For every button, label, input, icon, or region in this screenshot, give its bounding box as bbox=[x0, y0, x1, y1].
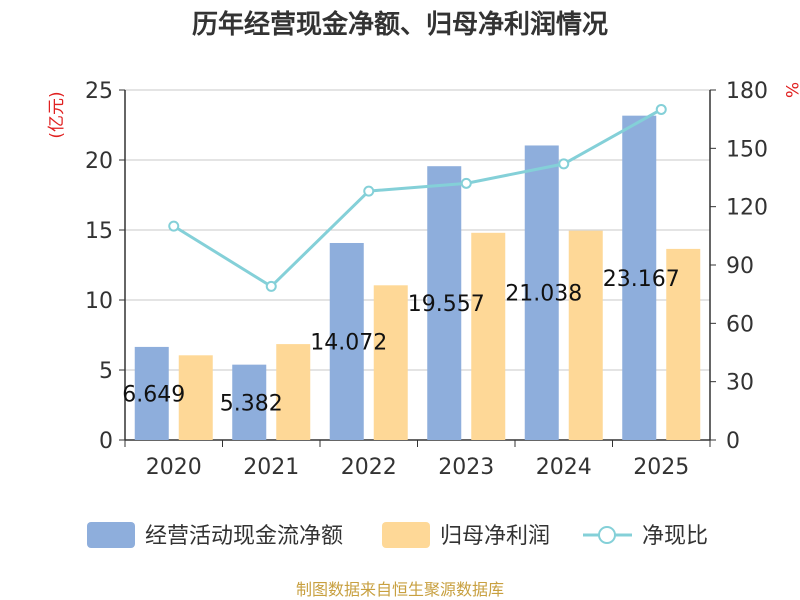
x-tick-label: 2021 bbox=[243, 455, 299, 480]
net-profit-bar bbox=[471, 232, 506, 440]
y-left-tick-label: 10 bbox=[85, 289, 113, 314]
cash-flow-bar bbox=[134, 346, 169, 440]
y-left-tick-label: 25 bbox=[85, 79, 113, 104]
cash-flow-data-label: 14.072 bbox=[310, 330, 387, 355]
x-tick-label: 2024 bbox=[536, 455, 592, 480]
legend-swatch-net-profit bbox=[382, 522, 430, 548]
legend-marker-cash-ratio bbox=[598, 526, 616, 544]
cash-flow-data-label: 21.038 bbox=[505, 282, 582, 307]
x-tick-label: 2022 bbox=[341, 455, 397, 480]
cash-flow-data-label: 19.557 bbox=[408, 292, 485, 317]
cash-ratio-point bbox=[558, 158, 570, 170]
net-profit-bar bbox=[373, 285, 408, 440]
x-tick-label: 2025 bbox=[633, 455, 689, 480]
y-right-tick-label: 150 bbox=[726, 137, 768, 162]
cash-ratio-point bbox=[265, 280, 277, 292]
cash-flow-bar bbox=[232, 364, 267, 440]
net-profit-bar bbox=[276, 344, 311, 440]
cash-ratio-line bbox=[172, 108, 662, 289]
y-right-tick-label: 60 bbox=[726, 312, 754, 337]
y-left-tick-label: 0 bbox=[99, 429, 113, 454]
y-right-tick-label: 120 bbox=[726, 196, 768, 221]
cash-ratio-point bbox=[168, 220, 180, 232]
legend-label-net-profit: 归母净利润 bbox=[440, 524, 550, 549]
y-left-tick-label: 5 bbox=[99, 359, 113, 384]
cash-ratio-point bbox=[655, 103, 667, 115]
y-right-tick-label: 0 bbox=[726, 429, 740, 454]
y-right-tick-label: 180 bbox=[726, 79, 768, 104]
cash-flow-data-label: 5.382 bbox=[220, 391, 283, 416]
cash-flow-data-label: 23.167 bbox=[603, 267, 680, 292]
net-profit-bar bbox=[178, 355, 213, 440]
y-left-axis-label: (亿元) bbox=[47, 91, 67, 138]
cash-flow-bar bbox=[524, 145, 559, 440]
chart-title: 历年经营现金净额、归母净利润情况 bbox=[191, 10, 608, 40]
cash-flow-bar bbox=[329, 242, 364, 440]
y-right-tick-label: 30 bbox=[726, 371, 754, 396]
cash-ratio-point bbox=[460, 177, 472, 189]
data-source-note: 制图数据来自恒生聚源数据库 bbox=[295, 580, 504, 599]
legend-swatch-cash-flow bbox=[87, 522, 135, 548]
y-left-tick-label: 15 bbox=[85, 219, 113, 244]
cash-flow-data-label: 6.649 bbox=[122, 382, 185, 407]
y-right-tick-label: 90 bbox=[726, 254, 754, 279]
cash-ratio-point bbox=[363, 185, 375, 197]
y-right-axis-label: % bbox=[781, 82, 800, 98]
x-tick-label: 2023 bbox=[438, 455, 494, 480]
legend-label-cash-flow: 经营活动现金流净额 bbox=[145, 524, 343, 549]
net-profit-bar bbox=[666, 248, 701, 440]
cash-flow-bar bbox=[622, 115, 657, 441]
x-tick-label: 2020 bbox=[146, 455, 202, 480]
cash-flow-bar bbox=[427, 166, 462, 440]
legend-label-cash-ratio: 净现比 bbox=[642, 524, 708, 549]
y-left-tick-label: 20 bbox=[85, 149, 113, 174]
net-profit-bar bbox=[568, 230, 603, 440]
